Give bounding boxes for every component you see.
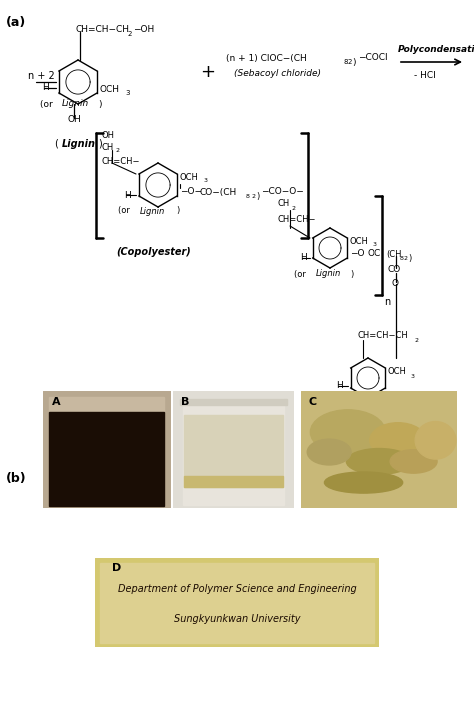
Text: CO−(CH: CO−(CH bbox=[200, 188, 237, 196]
Text: (or: (or bbox=[118, 206, 133, 215]
Ellipse shape bbox=[324, 472, 402, 493]
Text: Department of Polymer Science and Engineering: Department of Polymer Science and Engine… bbox=[118, 584, 356, 594]
Text: −O−: −O− bbox=[180, 188, 202, 196]
Text: OCH: OCH bbox=[350, 237, 369, 245]
Text: CH=CH−CH: CH=CH−CH bbox=[76, 26, 130, 35]
Text: +: + bbox=[201, 63, 216, 81]
Text: 2: 2 bbox=[348, 59, 352, 65]
Bar bbox=[180, 400, 287, 405]
Text: Lignin: Lignin bbox=[62, 139, 96, 149]
Text: 2: 2 bbox=[404, 255, 408, 260]
Ellipse shape bbox=[310, 410, 385, 454]
Text: OH: OH bbox=[102, 131, 115, 139]
Text: 3: 3 bbox=[125, 90, 129, 96]
Ellipse shape bbox=[390, 450, 437, 474]
Text: Polycondensation: Polycondensation bbox=[398, 46, 474, 55]
Text: (b): (b) bbox=[6, 472, 27, 485]
Text: ): ) bbox=[176, 206, 179, 215]
Text: (CH: (CH bbox=[386, 250, 401, 259]
Text: 3: 3 bbox=[204, 178, 208, 183]
Text: −COCl: −COCl bbox=[358, 53, 388, 63]
Text: ): ) bbox=[384, 402, 387, 410]
Text: 8: 8 bbox=[246, 193, 250, 198]
Text: −CO−O−: −CO−O− bbox=[261, 188, 304, 196]
Text: 2: 2 bbox=[292, 205, 296, 210]
Text: OCH: OCH bbox=[100, 85, 120, 94]
Ellipse shape bbox=[346, 449, 412, 474]
Text: 8: 8 bbox=[344, 59, 348, 65]
Text: CH: CH bbox=[278, 200, 290, 208]
Text: n + 2: n + 2 bbox=[28, 71, 55, 81]
Text: ): ) bbox=[98, 139, 102, 149]
Text: CH=CH−: CH=CH− bbox=[278, 215, 317, 225]
Text: 2: 2 bbox=[116, 149, 120, 154]
Bar bbox=[184, 476, 283, 487]
Text: 2: 2 bbox=[252, 193, 256, 198]
Text: - HCl: - HCl bbox=[414, 70, 436, 80]
Text: 3: 3 bbox=[373, 242, 377, 247]
Text: OH: OH bbox=[358, 414, 372, 422]
Text: OH: OH bbox=[68, 115, 82, 124]
Text: 2: 2 bbox=[128, 31, 132, 37]
Text: (n + 1) ClOC−(CH: (n + 1) ClOC−(CH bbox=[226, 53, 307, 63]
Text: OCH: OCH bbox=[388, 368, 407, 377]
Text: 3: 3 bbox=[411, 373, 415, 378]
Text: H: H bbox=[42, 83, 49, 92]
Text: B: B bbox=[182, 397, 190, 407]
Text: OC: OC bbox=[368, 250, 381, 259]
Text: ): ) bbox=[350, 269, 353, 279]
Ellipse shape bbox=[307, 439, 351, 465]
Text: CH=CH−CH: CH=CH−CH bbox=[358, 331, 409, 341]
Text: Lignin: Lignin bbox=[316, 269, 341, 279]
Text: O: O bbox=[392, 279, 399, 289]
Bar bbox=[184, 415, 283, 487]
Bar bbox=[49, 412, 164, 506]
Text: ): ) bbox=[98, 100, 101, 109]
Text: CO: CO bbox=[388, 265, 401, 274]
Text: Lignin: Lignin bbox=[352, 402, 377, 410]
Ellipse shape bbox=[415, 422, 456, 459]
Text: D: D bbox=[112, 563, 121, 574]
Bar bbox=[182, 400, 284, 505]
Text: (a): (a) bbox=[6, 16, 26, 29]
Text: (or: (or bbox=[294, 269, 309, 279]
Text: CH: CH bbox=[102, 142, 114, 151]
Text: ): ) bbox=[408, 254, 411, 262]
Text: (or: (or bbox=[40, 100, 55, 109]
Text: Sungkyunkwan University: Sungkyunkwan University bbox=[174, 614, 300, 624]
Text: H: H bbox=[124, 191, 131, 200]
Text: −OH: −OH bbox=[133, 26, 154, 35]
Text: H: H bbox=[300, 254, 307, 262]
Text: n: n bbox=[384, 297, 390, 307]
Text: C: C bbox=[309, 397, 317, 407]
Text: H: H bbox=[336, 382, 343, 390]
Text: ): ) bbox=[352, 58, 356, 67]
Text: (or: (or bbox=[330, 402, 345, 410]
Text: A: A bbox=[52, 397, 60, 407]
Text: OCH: OCH bbox=[180, 173, 199, 181]
Text: CH=CH−: CH=CH− bbox=[102, 156, 140, 166]
Text: (Copolyester): (Copolyester) bbox=[116, 247, 191, 257]
Text: −O: −O bbox=[350, 250, 365, 259]
Text: 8: 8 bbox=[400, 255, 404, 260]
Ellipse shape bbox=[370, 423, 426, 458]
Text: Lignin: Lignin bbox=[140, 206, 165, 215]
Text: 2: 2 bbox=[415, 338, 419, 343]
Text: (: ( bbox=[54, 139, 58, 149]
Text: Lignin: Lignin bbox=[62, 100, 89, 109]
Bar bbox=[49, 397, 164, 412]
Text: (Sebacoyl chloride): (Sebacoyl chloride) bbox=[234, 70, 321, 78]
Text: ): ) bbox=[256, 191, 259, 201]
